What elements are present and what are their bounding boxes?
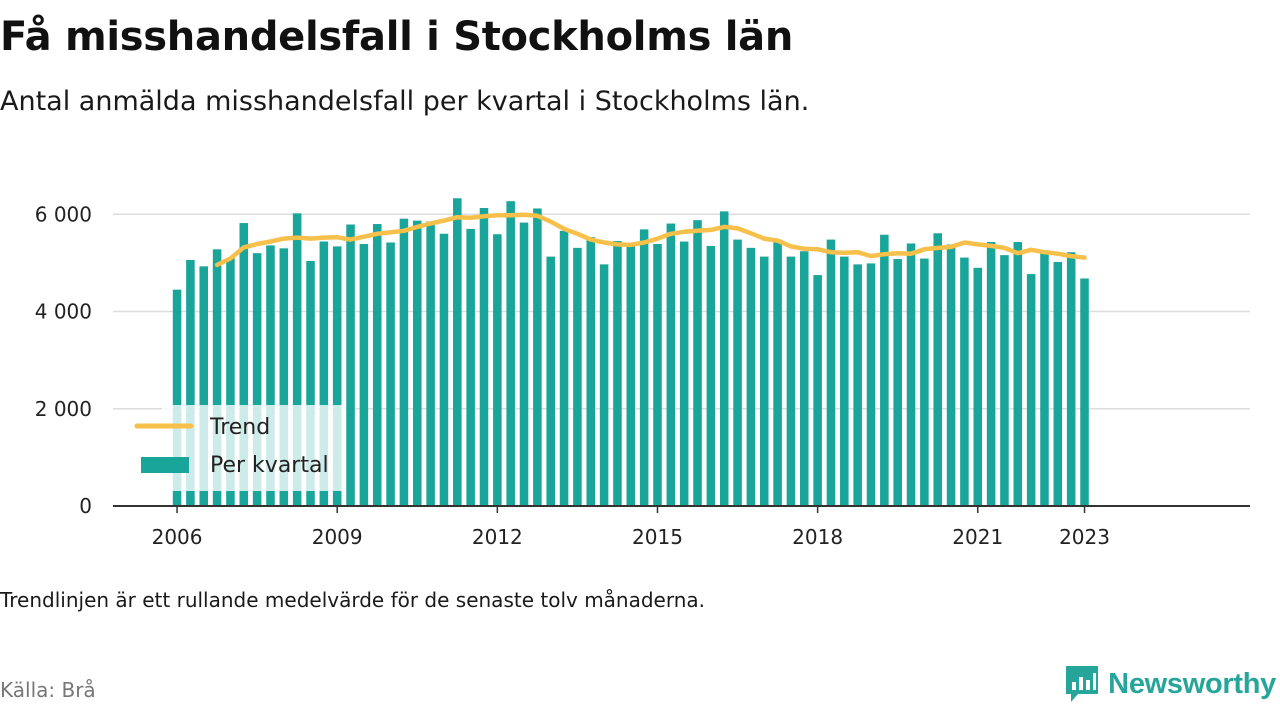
x-axis: 2006 2009 2012 2015 2018 2021 2023 bbox=[113, 505, 1250, 549]
legend-label-trend: Trend bbox=[209, 415, 270, 440]
bar bbox=[186, 260, 195, 506]
bar bbox=[666, 223, 676, 506]
bar bbox=[1013, 242, 1023, 506]
y-axis-labels: 0 2 000 4 000 6 000 bbox=[35, 202, 92, 518]
footnote: Trendlinjen är ett rullande medelvärde f… bbox=[0, 588, 706, 612]
y-tick-label: 6 000 bbox=[35, 202, 92, 226]
bar bbox=[506, 201, 515, 507]
bar bbox=[719, 211, 729, 507]
newsworthy-logo-icon bbox=[1066, 666, 1099, 702]
bar bbox=[626, 242, 636, 506]
bar bbox=[546, 256, 555, 506]
bar bbox=[840, 256, 849, 506]
bar bbox=[880, 234, 889, 507]
bars-series bbox=[172, 198, 1089, 507]
bar bbox=[212, 249, 222, 506]
x-tick-label: 2021 bbox=[952, 525, 1003, 549]
bar bbox=[292, 213, 302, 506]
bar bbox=[359, 243, 369, 506]
y-tick-label: 4 000 bbox=[35, 300, 92, 324]
brand-name: Newsworthy bbox=[1108, 667, 1276, 700]
bar bbox=[746, 247, 756, 507]
bar bbox=[493, 234, 502, 507]
bar bbox=[172, 289, 182, 506]
bar bbox=[813, 275, 822, 506]
bar bbox=[533, 208, 542, 506]
chart-subtitle: Antal anmälda misshandelsfall per kvarta… bbox=[0, 86, 810, 117]
bar bbox=[319, 241, 329, 507]
bar bbox=[586, 237, 596, 506]
bar bbox=[1066, 252, 1076, 506]
y-tick-label: 2 000 bbox=[35, 397, 92, 421]
legend-background bbox=[162, 405, 346, 491]
bar bbox=[466, 228, 475, 506]
bar bbox=[372, 224, 382, 506]
trend-series bbox=[214, 212, 1087, 268]
source-credit: Källa: Brå bbox=[0, 678, 96, 702]
bar bbox=[1040, 250, 1049, 506]
x-tick-label: 2015 bbox=[632, 525, 683, 549]
bar bbox=[399, 218, 409, 506]
y-tick-label: 0 bbox=[79, 494, 92, 518]
bar bbox=[653, 243, 662, 506]
bar bbox=[826, 239, 836, 506]
bar bbox=[412, 220, 422, 506]
bar bbox=[426, 221, 435, 506]
bar bbox=[559, 230, 569, 507]
bar bbox=[266, 245, 275, 506]
bar bbox=[386, 242, 395, 506]
bar bbox=[866, 263, 876, 506]
bar bbox=[920, 258, 929, 506]
legend-bar-swatch bbox=[141, 457, 189, 473]
bar bbox=[332, 246, 342, 506]
bar bbox=[960, 257, 969, 506]
bar bbox=[346, 224, 355, 507]
bar bbox=[773, 239, 782, 506]
bar bbox=[759, 256, 769, 506]
bar bbox=[906, 243, 916, 506]
bar bbox=[226, 258, 235, 506]
bar bbox=[1053, 261, 1063, 506]
bar bbox=[946, 244, 956, 507]
bar bbox=[733, 239, 742, 506]
bar bbox=[306, 260, 315, 506]
brand-logo[interactable]: Newsworthy bbox=[1064, 664, 1276, 704]
bar bbox=[1000, 255, 1009, 506]
bar bbox=[239, 223, 249, 506]
x-tick-label: 2006 bbox=[152, 525, 203, 549]
bar bbox=[519, 222, 529, 506]
legend-label-per-kvartal: Per kvartal bbox=[210, 453, 329, 478]
bar bbox=[893, 259, 902, 506]
bar bbox=[786, 256, 796, 506]
bar bbox=[573, 247, 582, 507]
x-tick-label: 2018 bbox=[792, 525, 843, 549]
bar bbox=[252, 253, 262, 506]
bar bbox=[479, 207, 489, 507]
bar bbox=[679, 241, 689, 507]
x-tick-label: 2009 bbox=[312, 525, 363, 549]
bar bbox=[986, 242, 996, 506]
trend-line bbox=[214, 212, 1087, 268]
bar bbox=[853, 264, 862, 506]
x-tick-label: 2023 bbox=[1059, 525, 1110, 549]
bar bbox=[613, 241, 622, 507]
bar bbox=[639, 229, 649, 506]
x-tick-label: 2012 bbox=[472, 525, 523, 549]
bar bbox=[1080, 278, 1089, 506]
bar bbox=[1026, 274, 1036, 506]
bar bbox=[706, 245, 716, 506]
legend: Trend Per kvartal bbox=[134, 405, 346, 491]
bar bbox=[693, 220, 702, 506]
bar bbox=[439, 233, 449, 506]
bar bbox=[453, 198, 462, 506]
bar bbox=[800, 251, 809, 506]
chart-title: Få misshandelsfall i Stockholms län bbox=[0, 14, 793, 60]
bar bbox=[933, 233, 942, 506]
bar bbox=[599, 264, 609, 506]
bar bbox=[199, 266, 209, 506]
bar bbox=[973, 267, 983, 506]
bar bbox=[279, 248, 289, 507]
